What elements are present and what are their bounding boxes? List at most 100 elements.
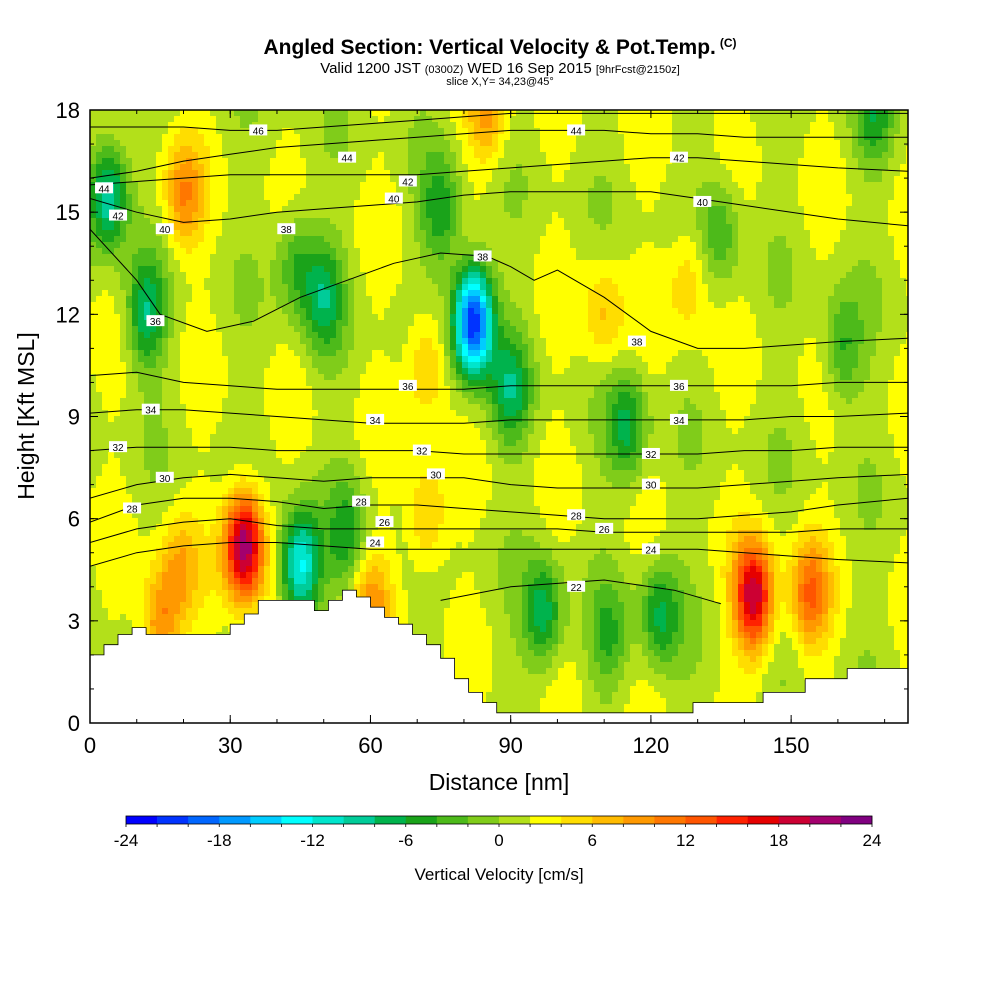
colorbar-swatch [312,816,344,824]
contour-label: 36 [146,315,165,328]
colorbar-swatch [188,816,220,824]
theta-contour-26 [90,518,908,543]
contour-label: 46 [249,124,268,137]
theta-contour-28 [90,497,908,523]
contour-label-text: 42 [673,154,685,165]
colorbar-swatch [840,816,873,824]
contour-label-text: 30 [430,470,442,481]
contour-label-text: 36 [150,317,162,328]
x-tick-label: 30 [218,733,242,758]
contour-label-text: 38 [477,252,489,263]
forecast-tag: [9hrFcst@2150z] [595,64,680,76]
contour-label: 28 [123,502,142,515]
contour-label: 42 [398,175,417,189]
theta-contours [90,112,908,605]
contour-label: 38 [627,335,646,349]
contour-label: 32 [109,441,128,454]
valid-date: WED 16 Sep 2015 [467,60,592,77]
contour-label-text: 38 [631,338,643,349]
y-tick-label: 12 [56,302,80,327]
contour-label: 34 [141,403,160,417]
colorbar-tick-label: 6 [588,831,597,850]
colorbar-tick-label: 18 [769,831,788,850]
contour-label-text: 34 [145,406,157,417]
x-tick-label: 90 [498,733,522,758]
contour-label-text: 32 [112,443,124,454]
contour-label: 30 [426,468,445,481]
x-axis-title: Distance [nm] [429,769,570,795]
contour-label: 30 [155,471,174,485]
contour-label-text: 44 [342,154,354,165]
colorbar-tick-label: -6 [398,831,413,850]
terrain-mask [90,589,908,723]
contour-label: 24 [641,543,660,556]
contour-label: 42 [109,209,128,223]
theta-contour-38 [90,228,908,349]
colorbar-swatch [654,816,686,824]
colorbar-swatch [499,816,531,824]
contour-label-text: 28 [356,498,368,509]
x-tick-label: 0 [84,733,96,758]
contour-label-text: 36 [673,382,685,393]
colorbar-swatch [219,816,251,824]
contour-label-text: 30 [159,474,171,485]
contour-label-text: 44 [98,184,110,195]
theta-contour-30 [90,473,908,499]
colorbar-swatch [405,816,438,824]
colorbar-swatch [374,816,407,824]
contour-label-text: 42 [112,212,124,223]
contour-label: 28 [567,509,586,522]
contour-label: 40 [155,223,174,236]
y-tick-label: 9 [68,405,80,430]
contour-label: 38 [473,250,492,263]
title-suffix: (C) [719,36,737,50]
contour-label-text: 26 [599,525,611,536]
colorbar-tick-label: -18 [207,831,232,850]
theta-contour-40 [90,191,908,227]
colorbar: -24 -18 -12 -6 0 6 12 18 24 [114,815,882,850]
contour-labels: 22 24 24 26 26 28 28 28 30 30 30 32 32 32 34 34 34 36 36 36… [95,124,712,594]
chart-subtitle: Valid 1200 JST (0300Z) WED 16 Sep 2015 [… [0,60,1000,77]
contour-label: 26 [375,516,394,529]
x-tick-label: 60 [358,733,382,758]
contour-label: 32 [412,444,431,458]
contour-label-text: 26 [379,518,391,529]
colorbar-swatch [250,816,282,824]
colorbar-swatch [716,816,748,824]
contour-label: 36 [669,379,688,393]
contour-label-text: 24 [645,545,657,556]
colorbar-swatch [530,816,562,824]
theta-contour-46 [90,112,908,131]
valid-prefix: Valid 1200 JST [320,60,421,77]
colorbar-swatch [778,816,811,824]
y-tick-label: 6 [68,507,80,532]
contour-label: 28 [352,495,371,509]
contour-label: 30 [641,478,660,492]
contour-label-text: 40 [388,195,400,206]
theta-contour-24 [90,542,908,567]
contour-label: 42 [669,151,688,165]
contour-label: 40 [384,192,403,206]
colorbar-swatch [343,816,375,824]
contour-label: 44 [338,151,357,165]
contour-label: 24 [366,536,385,550]
contour-label-text: 34 [370,416,382,427]
colorbar-tick-label: 24 [863,831,882,850]
terrain-profile [90,589,908,723]
contour-label-text: 28 [127,504,139,515]
colorbar-swatch [809,816,842,824]
colorbar-swatch [592,816,624,824]
colorbar-swatch [561,816,593,824]
chart-title: Angled Section: Vertical Velocity & Pot.… [263,36,737,59]
contour-label: 36 [398,379,417,393]
colorbar-swatch [467,816,500,824]
y-tick-label: 3 [68,609,80,634]
contour-label: 26 [595,522,614,536]
contour-label: 44 [567,124,586,137]
theta-contour-36 [90,371,908,390]
contour-label-text: 46 [253,126,265,137]
colorbar-tick-label: 12 [676,831,695,850]
slice-label: slice X,Y= 34,23@45° [446,76,554,88]
